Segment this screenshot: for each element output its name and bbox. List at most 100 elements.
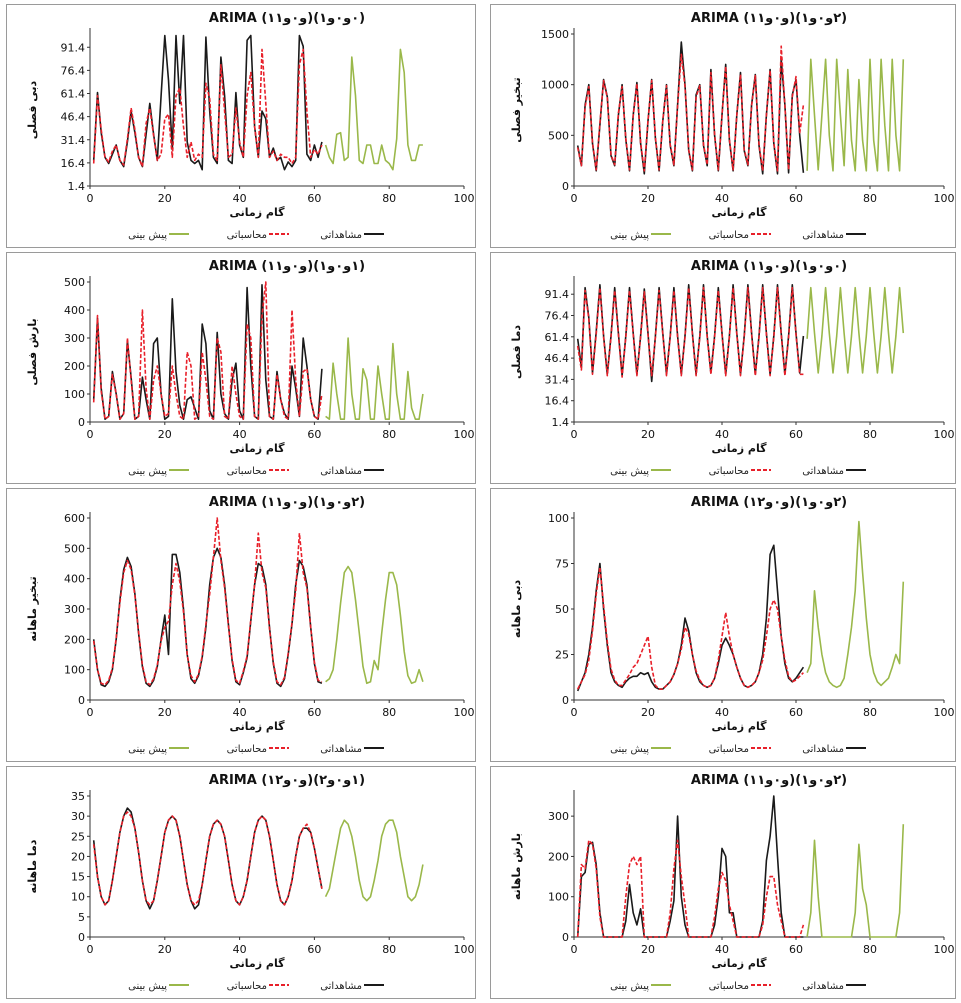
panel-border bbox=[6, 252, 476, 484]
x-tick-label: 100 bbox=[934, 943, 955, 956]
x-axis-label: گام زمانی bbox=[230, 720, 286, 733]
series-line-computed bbox=[92, 811, 323, 906]
legend-label-observed: مشاهداتی bbox=[320, 466, 362, 477]
y-tick-label: 1000 bbox=[541, 79, 569, 92]
y-tick-label: 300 bbox=[64, 332, 85, 345]
x-tick-label: 60 bbox=[307, 192, 321, 205]
panel-border bbox=[490, 4, 956, 248]
x-tick-label: 20 bbox=[158, 192, 172, 205]
y-tick-label: 100 bbox=[64, 664, 85, 677]
y-tick-label: 16.4 bbox=[61, 157, 86, 170]
chart-panel-1: ARIMA (۱و۰و۱)(۰و۰و۱) 1.4 16.4 31.4 46.4 61.4 7… bbox=[6, 4, 476, 248]
panel-border bbox=[490, 766, 956, 999]
y-tick-label: 20 bbox=[71, 850, 85, 863]
y-tick-label: 15 bbox=[71, 871, 85, 884]
chart-panel-5: ARIMA (۱و۰و۱)(۲و۰و۱) 0 100 200 300 400 500 600 0… bbox=[6, 488, 476, 762]
x-axis-label: گام زمانی bbox=[712, 442, 768, 455]
x-tick-label: 80 bbox=[863, 706, 877, 719]
x-tick-label: 100 bbox=[934, 706, 955, 719]
y-tick-label: 25 bbox=[555, 649, 569, 662]
series-line-forecast bbox=[324, 48, 423, 171]
x-tick-label: 60 bbox=[789, 943, 803, 956]
legend-label-observed: مشاهداتی bbox=[802, 230, 844, 241]
y-tick-label: 46.4 bbox=[61, 111, 86, 124]
chart-title: ARIMA (۱و۰و۱)(۰و۰و۱) bbox=[691, 259, 847, 274]
chart-panel-3: ARIMA (۱و۰و۱)(۱و۰و۱) 0 100 200 300 400 500 0 20 4… bbox=[6, 252, 476, 484]
chart-title: ARIMA (۱و۰و۱)(۰و۰و۱) bbox=[209, 11, 365, 26]
y-tick-label: 35 bbox=[71, 790, 85, 803]
series-line-computed bbox=[576, 286, 804, 378]
x-axis-label: گام زمانی bbox=[230, 957, 286, 970]
x-tick-label: 0 bbox=[87, 706, 94, 719]
chart-title: ARIMA (۱و۰و۱)(۲و۰و۱) bbox=[691, 11, 847, 26]
x-axis-label: گام زمانی bbox=[712, 720, 768, 733]
y-tick-label: 500 bbox=[548, 129, 569, 142]
x-axis-label: گام زمانی bbox=[230, 442, 286, 455]
x-tick-label: 0 bbox=[87, 428, 94, 441]
y-tick-label: 31.4 bbox=[61, 134, 86, 147]
x-axis-label: گام زمانی bbox=[712, 957, 768, 970]
y-tick-label: 50 bbox=[555, 603, 569, 616]
y-tick-label: 200 bbox=[64, 360, 85, 373]
series-line-forecast bbox=[325, 337, 424, 421]
chart-panel-4: ARIMA (۱و۰و۱)(۰و۰و۱) 1.4 16.4 31.4 46.4 61.4 7… bbox=[490, 252, 956, 484]
series-line-forecast bbox=[806, 824, 905, 938]
legend-label-computed: محاسباتی bbox=[227, 744, 267, 755]
series-line-forecast bbox=[806, 520, 905, 689]
x-tick-label: 20 bbox=[641, 192, 655, 205]
x-tick-label: 80 bbox=[863, 192, 877, 205]
y-tick-label: 61.4 bbox=[61, 88, 86, 101]
x-tick-label: 20 bbox=[641, 706, 655, 719]
y-tick-label: 500 bbox=[64, 542, 85, 555]
y-tick-label: 400 bbox=[64, 573, 85, 586]
x-tick-label: 80 bbox=[382, 943, 396, 956]
chart-title: ARIMA (۱و۰و۱)(۲و۰و۱) bbox=[691, 773, 847, 788]
y-axis-label: بارش فصلی bbox=[26, 318, 39, 385]
x-tick-label: 100 bbox=[454, 428, 475, 441]
x-tick-label: 60 bbox=[789, 192, 803, 205]
y-tick-label: 16.4 bbox=[545, 395, 570, 408]
legend-label-forecast: پیش بینی bbox=[128, 981, 167, 992]
chart-panel-7: ARIMA (۱و۰و۲)(۱و۰و۲) 0 5 10 15 20 25 30 35 0 20 40 6… bbox=[6, 766, 476, 999]
y-tick-label: 75 bbox=[555, 558, 569, 571]
series-line-computed bbox=[92, 281, 323, 421]
legend-label-observed: مشاهداتی bbox=[320, 744, 362, 755]
x-axis-label: گام زمانی bbox=[230, 206, 286, 219]
series-line-computed bbox=[92, 517, 323, 686]
y-tick-label: 100 bbox=[548, 512, 569, 525]
series-line-forecast bbox=[325, 565, 424, 685]
legend-label-observed: مشاهداتی bbox=[802, 744, 844, 755]
y-tick-label: 1500 bbox=[541, 28, 569, 41]
y-tick-label: 400 bbox=[64, 304, 85, 317]
y-axis-label: بارش ماهانه bbox=[510, 833, 523, 900]
legend-label-computed: محاسباتی bbox=[227, 466, 267, 477]
legend-label-computed: محاسباتی bbox=[709, 466, 749, 477]
x-tick-label: 0 bbox=[87, 192, 94, 205]
x-tick-label: 80 bbox=[382, 428, 396, 441]
series-line-forecast bbox=[324, 819, 424, 902]
x-tick-label: 80 bbox=[863, 943, 877, 956]
chart-panel-6: ARIMA (۱و۰و۲)(۲و۰و۱) 0 25 50 75 100 0 20 40 60 80 1… bbox=[490, 488, 956, 762]
x-tick-label: 40 bbox=[233, 706, 247, 719]
y-axis-label: تبخیر فصلی bbox=[510, 77, 523, 142]
x-tick-label: 80 bbox=[382, 706, 396, 719]
x-tick-label: 0 bbox=[571, 428, 578, 441]
series-line-forecast bbox=[806, 286, 905, 374]
x-tick-label: 100 bbox=[934, 428, 955, 441]
y-tick-label: 30 bbox=[71, 810, 85, 823]
x-tick-label: 0 bbox=[571, 192, 578, 205]
chart-title: ARIMA (۱و۰و۲)(۱و۰و۲) bbox=[209, 773, 365, 788]
x-tick-label: 100 bbox=[454, 943, 475, 956]
panel-border bbox=[6, 488, 476, 762]
x-tick-label: 60 bbox=[307, 428, 321, 441]
x-tick-label: 0 bbox=[571, 706, 578, 719]
y-tick-label: 0 bbox=[562, 180, 569, 193]
legend-label-observed: مشاهداتی bbox=[802, 466, 844, 477]
chart-title: ARIMA (۱و۰و۲)(۲و۰و۱) bbox=[691, 495, 847, 510]
y-tick-label: 0 bbox=[78, 694, 85, 707]
y-tick-label: 46.4 bbox=[545, 352, 570, 365]
x-tick-label: 60 bbox=[789, 428, 803, 441]
panel-border bbox=[490, 488, 956, 762]
chart-panel-8: ARIMA (۱و۰و۱)(۲و۰و۱) 0 100 200 300 0 20 40 60 80 1… bbox=[490, 766, 956, 999]
x-tick-label: 40 bbox=[715, 192, 729, 205]
